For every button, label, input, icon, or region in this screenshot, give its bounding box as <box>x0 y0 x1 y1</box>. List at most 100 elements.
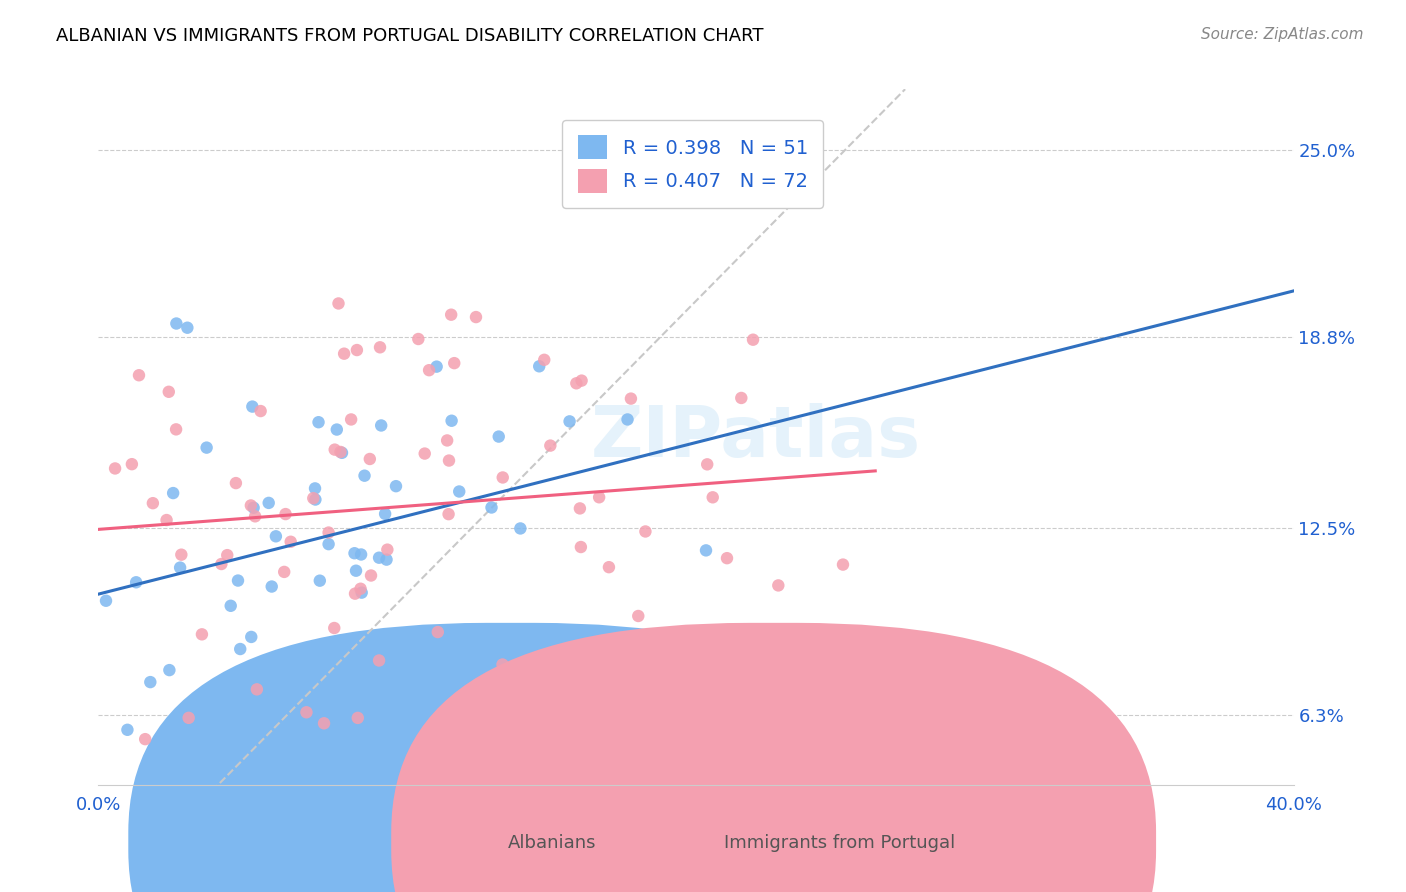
Point <box>330 446 353 460</box>
Point <box>264 529 287 543</box>
Point <box>440 414 463 428</box>
Point <box>302 491 325 506</box>
Point <box>354 719 377 733</box>
Point <box>437 453 460 467</box>
Point <box>195 441 218 455</box>
Point <box>465 310 488 324</box>
Point <box>312 716 335 731</box>
Point <box>360 568 382 582</box>
Point <box>229 642 252 657</box>
Point <box>569 540 592 554</box>
Point <box>340 412 363 426</box>
Point <box>768 578 790 592</box>
Point <box>634 524 657 539</box>
Point <box>343 546 366 560</box>
Point <box>437 507 460 521</box>
Point <box>176 320 198 334</box>
Point <box>323 442 346 457</box>
Point <box>165 422 187 436</box>
Point <box>370 418 392 433</box>
Point <box>533 352 555 367</box>
Point <box>509 521 531 535</box>
Point <box>627 609 650 624</box>
Point <box>308 574 330 588</box>
Point <box>344 564 367 578</box>
Point <box>368 340 391 354</box>
Point <box>157 663 180 677</box>
FancyBboxPatch shape <box>128 623 893 892</box>
Point <box>695 543 717 558</box>
Text: ALBANIAN VS IMMIGRANTS FROM PORTUGAL DISABILITY CORRELATION CHART: ALBANIAN VS IMMIGRANTS FROM PORTUGAL DIS… <box>56 27 763 45</box>
Point <box>443 734 465 748</box>
Point <box>318 525 340 540</box>
Point <box>350 548 373 562</box>
Point <box>209 557 232 571</box>
Text: Albanians: Albanians <box>509 834 596 852</box>
Point <box>200 723 222 738</box>
Point <box>481 500 503 515</box>
Point <box>588 490 610 504</box>
Point <box>443 356 465 370</box>
Point <box>117 723 139 737</box>
Point <box>295 706 318 720</box>
Point <box>254 757 277 772</box>
Point <box>170 548 193 562</box>
Point <box>239 499 262 513</box>
Point <box>155 513 177 527</box>
Point <box>328 296 350 310</box>
Point <box>323 621 346 635</box>
Point <box>304 482 326 496</box>
Point <box>217 548 239 562</box>
Point <box>408 332 430 346</box>
Text: ZIPatlas: ZIPatlas <box>591 402 921 472</box>
Point <box>243 509 266 524</box>
Point <box>730 391 752 405</box>
Point <box>742 333 765 347</box>
Point <box>436 434 458 448</box>
Point <box>240 400 263 414</box>
Point <box>242 500 264 515</box>
Point <box>640 639 662 653</box>
Point <box>162 486 184 500</box>
Point <box>104 461 127 475</box>
Point <box>169 560 191 574</box>
Point <box>346 343 368 357</box>
Point <box>375 552 398 566</box>
Point <box>125 575 148 590</box>
Point <box>538 439 561 453</box>
Point <box>304 492 326 507</box>
Point <box>616 412 638 426</box>
Point <box>418 363 440 377</box>
Point <box>257 496 280 510</box>
Point <box>128 368 150 383</box>
Point <box>558 414 581 428</box>
Point <box>426 625 449 640</box>
Point <box>134 732 156 747</box>
Point <box>240 630 263 644</box>
Point <box>349 582 371 596</box>
Text: Source: ZipAtlas.com: Source: ZipAtlas.com <box>1201 27 1364 42</box>
Point <box>426 359 449 374</box>
Point <box>260 580 283 594</box>
Point <box>385 479 408 493</box>
Point <box>329 445 352 459</box>
Point <box>374 507 396 521</box>
Point <box>598 560 620 574</box>
Point <box>405 712 427 726</box>
Point <box>696 458 718 472</box>
Point <box>318 537 340 551</box>
Point <box>333 346 356 360</box>
Point <box>121 457 143 471</box>
Point <box>249 404 271 418</box>
Point <box>350 585 373 599</box>
Point <box>377 542 399 557</box>
Point <box>368 653 391 667</box>
Point <box>620 392 643 406</box>
Legend: R = 0.398   N = 51, R = 0.407   N = 72: R = 0.398 N = 51, R = 0.407 N = 72 <box>562 120 824 208</box>
Point <box>219 599 242 613</box>
Point <box>142 496 165 510</box>
Point <box>225 476 247 491</box>
Point <box>273 565 295 579</box>
Point <box>832 558 855 572</box>
Point <box>165 317 187 331</box>
